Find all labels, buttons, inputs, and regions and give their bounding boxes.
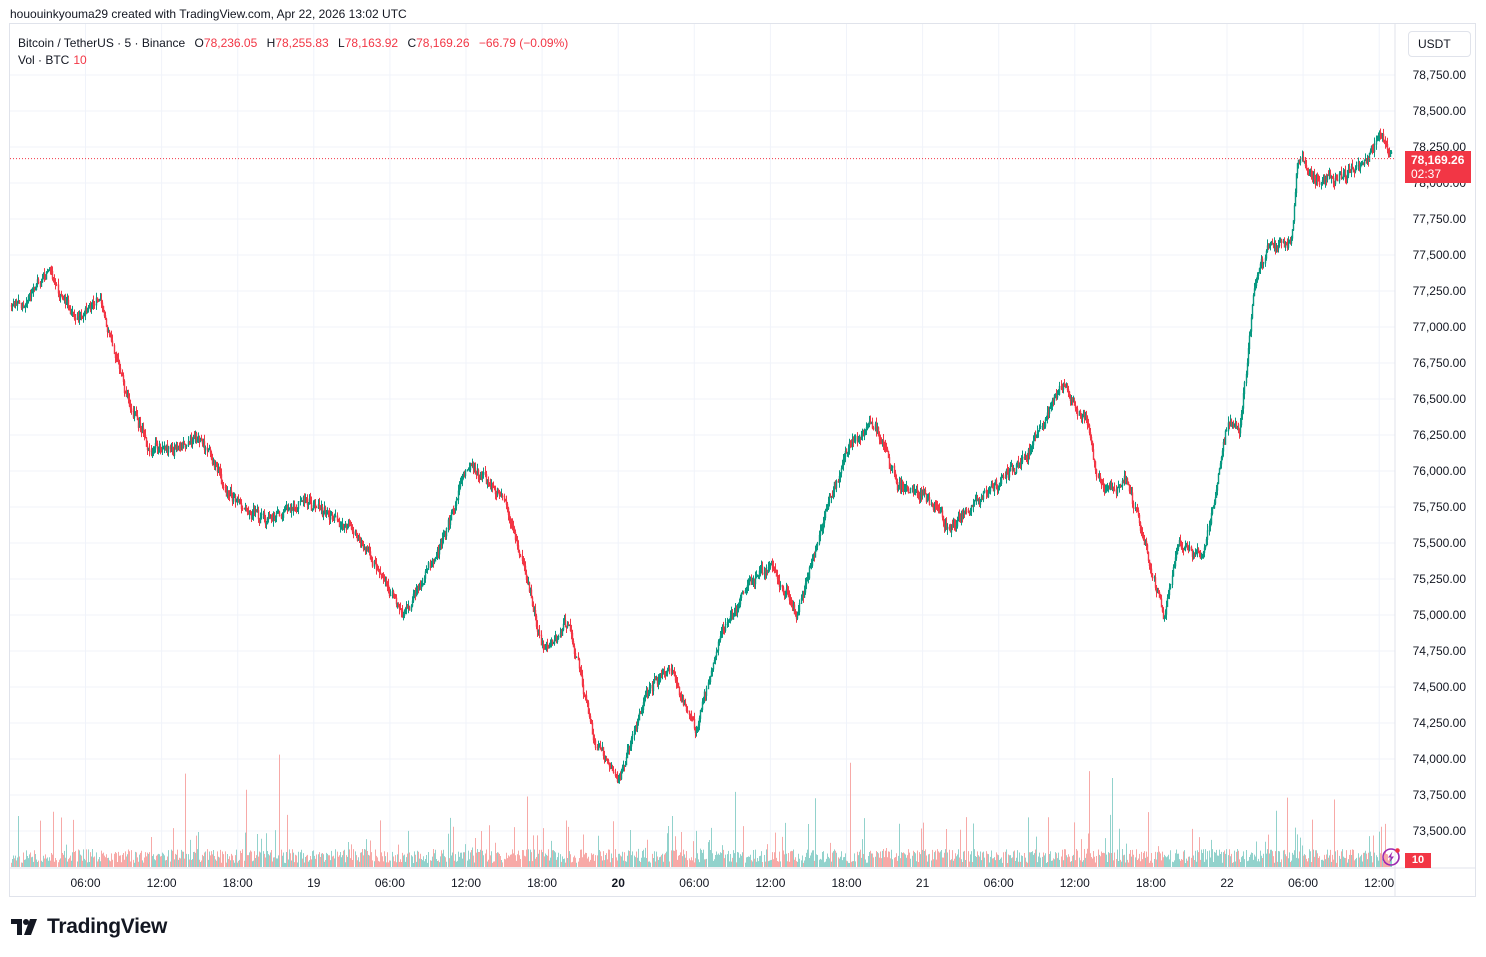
price-tick-label: 76,500.00 [1413, 392, 1467, 406]
change-value: −66.79 (−0.09%) [478, 36, 569, 50]
price-tick-label: 74,000.00 [1413, 752, 1467, 766]
chart-legend: Bitcoin / TetherUS · 5 · Binance O78,236… [18, 35, 568, 69]
open-value: 78,236.05 [203, 36, 258, 50]
tradingview-logo[interactable]: TradingView [11, 915, 167, 939]
volume-row: Vol · BTC 10 [18, 52, 568, 69]
time-tick-label: 12:00 [1060, 876, 1090, 890]
chart-frame [9, 23, 1476, 897]
time-tick-label: 06:00 [70, 876, 100, 890]
price-tick-label: 77,500.00 [1413, 248, 1467, 262]
price-tick-label: 77,750.00 [1413, 212, 1467, 226]
time-tick-label: 18:00 [527, 876, 557, 890]
ohlc-values: O78,236.05 H78,255.83 L78,163.92 C78,169… [194, 36, 569, 50]
time-tick-label: 12:00 [451, 876, 481, 890]
tradingview-logo-icon [11, 919, 37, 935]
last-price-label: 78,169.26 02:37 [1405, 151, 1471, 183]
close-value: 78,169.26 [416, 36, 470, 50]
volume-tag: 10 [1405, 853, 1431, 868]
price-tick-label: 76,000.00 [1413, 464, 1467, 478]
time-tick-label: 06:00 [984, 876, 1014, 890]
currency-button[interactable]: USDT [1408, 31, 1471, 57]
price-tick-label: 76,250.00 [1413, 428, 1467, 442]
time-tick-label: 18:00 [223, 876, 253, 890]
volume-value: 10 [73, 53, 87, 67]
time-tick-label: 19 [307, 876, 321, 890]
symbol-title[interactable]: Bitcoin / TetherUS · 5 · Binance [18, 36, 186, 50]
price-tick-label: 74,250.00 [1413, 716, 1467, 730]
ohlc-row: Bitcoin / TetherUS · 5 · Binance O78,236… [18, 35, 568, 52]
price-tick-label: 77,250.00 [1413, 284, 1467, 298]
price-tick-label: 75,250.00 [1413, 572, 1467, 586]
time-tick-label: 20 [612, 876, 626, 890]
volume-bars [11, 754, 1392, 867]
low-value: 78,163.92 [344, 36, 399, 50]
price-tick-label: 75,000.00 [1413, 608, 1467, 622]
time-tick-label: 12:00 [147, 876, 177, 890]
price-tick-label: 78,750.00 [1413, 68, 1467, 82]
time-tick-label: 22 [1220, 876, 1234, 890]
time-tick-label: 18:00 [831, 876, 861, 890]
volume-label[interactable]: Vol · BTC [18, 53, 70, 67]
price-tick-label: 73,500.00 [1413, 824, 1467, 838]
time-tick-label: 21 [916, 876, 930, 890]
high-value: 78,255.83 [275, 36, 329, 50]
time-tick-label: 06:00 [1288, 876, 1318, 890]
price-tick-label: 74,500.00 [1413, 680, 1467, 694]
candles [10, 128, 1393, 784]
time-tick-label: 12:00 [1364, 876, 1394, 890]
tradingview-brand: TradingView [47, 915, 168, 938]
time-tick-label: 06:00 [679, 876, 709, 890]
price-tick-label: 73,750.00 [1413, 788, 1467, 802]
time-tick-label: 06:00 [375, 876, 405, 890]
price-tick-label: 78,250.00 [1413, 140, 1467, 154]
bar-countdown: 02:37 [1411, 167, 1442, 181]
lightning-icon[interactable] [1381, 847, 1401, 867]
price-tick-label: 78,500.00 [1413, 104, 1467, 118]
price-tick-label: 75,500.00 [1413, 536, 1467, 550]
last-price-value: 78,169.26 [1411, 153, 1465, 167]
price-tick-label: 76,750.00 [1413, 356, 1467, 370]
price-tick-label: 74,750.00 [1413, 644, 1467, 658]
time-tick-label: 18:00 [1136, 876, 1166, 890]
price-tick-label: 77,000.00 [1413, 320, 1467, 334]
chart-credit: hououinkyouma29 created with TradingView… [10, 7, 407, 21]
time-tick-label: 12:00 [755, 876, 785, 890]
price-tick-label: 75,750.00 [1413, 500, 1467, 514]
